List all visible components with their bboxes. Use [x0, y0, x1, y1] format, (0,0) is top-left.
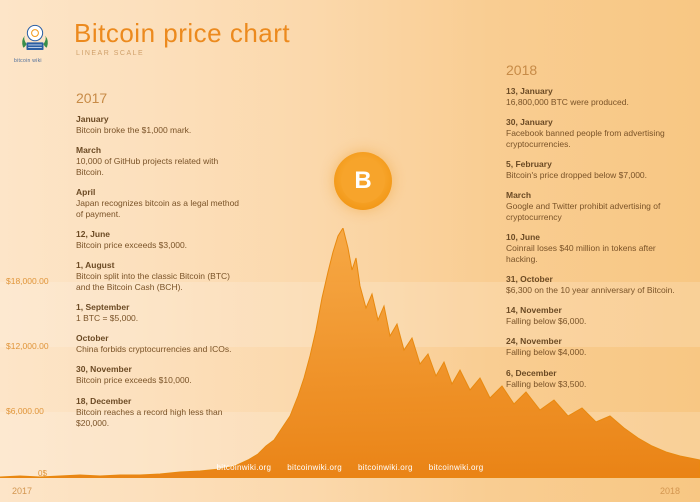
event-text: Japan recognizes bitcoin as a legal meth… [76, 198, 246, 220]
timeline-event: 14, NovemberFalling below $6,000. [506, 305, 678, 327]
timeline-event: 1, AugustBitcoin split into the classic … [76, 260, 246, 293]
timeline-event: 6, DecemberFalling below $3,500. [506, 368, 678, 390]
event-date: 31, October [506, 274, 678, 284]
x-tick-label: 2017 [12, 486, 32, 496]
event-text: Bitcoin price exceeds $10,000. [76, 375, 246, 386]
event-text: Bitcoin price exceeds $3,000. [76, 240, 246, 251]
timeline-event: 13, January16,800,000 BTC were produced. [506, 86, 678, 108]
page-title: Bitcoin price chart [74, 18, 290, 49]
timeline-event: AprilJapan recognizes bitcoin as a legal… [76, 187, 246, 220]
timeline-event: 5, FebruaryBitcoin's price dropped below… [506, 159, 678, 181]
footer-links: bitcoinwiki.org bitcoinwiki.org bitcoinwik… [0, 463, 700, 472]
event-date: 5, February [506, 159, 678, 169]
canvas: bitcoin wiki Bitcoin price chart LINEAR … [0, 0, 700, 502]
event-text: Google and Twitter prohibit advertising … [506, 201, 678, 223]
event-text: Bitcoin broke the $1,000 mark. [76, 125, 246, 136]
timeline-event: 12, JuneBitcoin price exceeds $3,000. [76, 229, 246, 251]
event-text: Bitcoin's price dropped below $7,000. [506, 170, 678, 181]
event-text: 1 BTC = $5,000. [76, 313, 246, 324]
event-date: January [76, 114, 246, 124]
timeline-event: 1, September1 BTC = $5,000. [76, 302, 246, 324]
event-date: 1, August [76, 260, 246, 270]
event-date: 12, June [76, 229, 246, 239]
event-date: 10, June [506, 232, 678, 242]
event-date: 6, December [506, 368, 678, 378]
events-2018: 2018 13, January16,800,000 BTC were prod… [506, 62, 678, 399]
bitcoinwiki-logo [18, 22, 52, 56]
event-text: Falling below $4,000. [506, 347, 678, 358]
timeline-event: 30, NovemberBitcoin price exceeds $10,00… [76, 364, 246, 386]
bitcoin-b-glyph: B [354, 167, 371, 195]
event-text: $6,300 on the 10 year anniversary of Bit… [506, 285, 678, 296]
timeline-event: March10,000 of GitHub projects related w… [76, 145, 246, 178]
event-date: 24, November [506, 336, 678, 346]
event-text: Bitcoin split into the classic Bitcoin (… [76, 271, 246, 293]
event-text: China forbids cryptocurrencies and ICOs. [76, 344, 246, 355]
event-date: 30, January [506, 117, 678, 127]
event-date: April [76, 187, 246, 197]
timeline-event: 31, October$6,300 on the 10 year anniver… [506, 274, 678, 296]
event-date: March [76, 145, 246, 155]
x-tick-label: 2018 [660, 486, 680, 496]
event-text: 10,000 of GitHub projects related with B… [76, 156, 246, 178]
footer-link[interactable]: bitcoinwiki.org [358, 463, 413, 472]
event-text: Facebook banned people from advertising … [506, 128, 678, 150]
event-text: Bitcoin reaches a record high less than … [76, 407, 246, 429]
event-text: Falling below $6,000. [506, 316, 678, 327]
timeline-event: 24, NovemberFalling below $4,000. [506, 336, 678, 358]
event-text: Falling below $3,500. [506, 379, 678, 390]
events-2017: 2017 JanuaryBitcoin broke the $1,000 mar… [76, 90, 246, 438]
event-date: 30, November [76, 364, 246, 374]
timeline-event: 30, JanuaryFacebook banned people from a… [506, 117, 678, 150]
event-date: October [76, 333, 246, 343]
page-subtitle: LINEAR SCALE [76, 50, 144, 57]
bitcoin-coin-icon: B [334, 152, 392, 210]
logo-caption: bitcoin wiki [14, 58, 42, 64]
timeline-event: MarchGoogle and Twitter prohibit adverti… [506, 190, 678, 223]
timeline-event: OctoberChina forbids cryptocurrencies an… [76, 333, 246, 355]
event-date: 18, December [76, 396, 246, 406]
event-date: 1, September [76, 302, 246, 312]
timeline-event: 18, DecemberBitcoin reaches a record hig… [76, 396, 246, 429]
timeline-event: 10, JuneCoinrail loses $40 million in to… [506, 232, 678, 265]
footer-link[interactable]: bitcoinwiki.org [429, 463, 484, 472]
event-date: March [506, 190, 678, 200]
timeline-event: JanuaryBitcoin broke the $1,000 mark. [76, 114, 246, 136]
year-heading: 2017 [76, 90, 246, 106]
event-text: 16,800,000 BTC were produced. [506, 97, 678, 108]
footer-link[interactable]: bitcoinwiki.org [217, 463, 272, 472]
year-heading: 2018 [506, 62, 678, 78]
event-text: Coinrail loses $40 million in tokens aft… [506, 243, 678, 265]
footer-link[interactable]: bitcoinwiki.org [287, 463, 342, 472]
event-date: 13, January [506, 86, 678, 96]
event-date: 14, November [506, 305, 678, 315]
